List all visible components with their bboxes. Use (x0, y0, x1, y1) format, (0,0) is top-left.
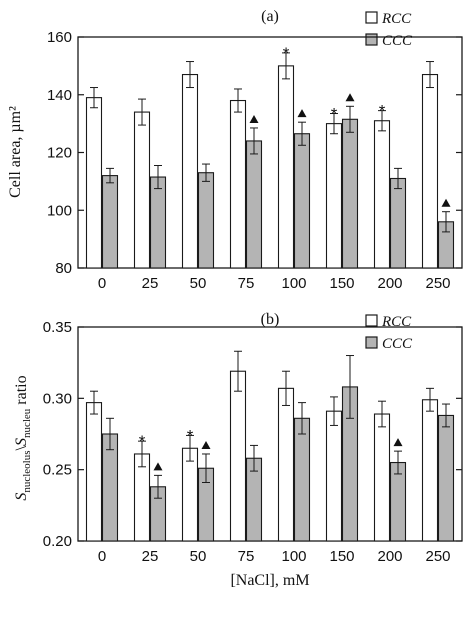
x-axis-label: [NaCl], mM (230, 572, 309, 589)
plot-frame-b (77, 326, 463, 542)
legend-a-rcc-label: RCC (381, 11, 412, 27)
y-tick-label-b: 0.20 (43, 533, 72, 550)
y-tick-label-a: 80 (55, 260, 72, 277)
legend-a-ccc-label: CCC (382, 33, 413, 49)
x-tick-label-b: 25 (142, 548, 159, 565)
ylabel-b-s2: S (13, 438, 30, 446)
bar-b-rcc (421, 399, 439, 542)
bar-a-ccc (245, 140, 263, 269)
y-tick-label-a: 160 (47, 29, 72, 46)
chart-panel-a: (a) Cell area, µm² RCC CCC 80 100 120 140 16… (7, 8, 463, 292)
bar-b-rcc (181, 447, 199, 542)
y-tick-label-b: 0.25 (43, 462, 72, 479)
significance-triangle-a (441, 198, 451, 207)
y-tick-label-b: 0.35 (43, 319, 72, 336)
bar-b-rcc (229, 370, 247, 542)
bar-b-rcc (325, 410, 343, 542)
significance-star-a: * (379, 102, 386, 121)
bar-b-rcc (277, 387, 295, 542)
significance-star-a: * (331, 105, 338, 124)
x-tick-label-b: 250 (425, 548, 450, 565)
bar-a-ccc (101, 175, 119, 269)
bar-a-rcc (373, 120, 391, 269)
x-tick-label-b: 75 (238, 548, 255, 565)
bar-a-rcc (277, 65, 295, 269)
bar-a-rcc (325, 123, 343, 269)
panel-b-legend: RCC CCC (365, 314, 413, 352)
panel-b-title: (b) (261, 311, 280, 328)
legend-b-ccc-swatch (365, 336, 378, 349)
ylabel-b-sep: \ (13, 445, 30, 450)
x-tick-label-a: 150 (329, 275, 354, 292)
legend-a-ccc-swatch (365, 33, 378, 46)
x-tick-label-a: 200 (377, 275, 402, 292)
significance-triangle-b (393, 438, 403, 447)
legend-b-ccc-label: CCC (382, 336, 413, 352)
significance-star-a: * (283, 44, 290, 63)
bar-a-rcc (85, 97, 103, 269)
bar-a-rcc (421, 73, 439, 269)
panel-a-title: (a) (261, 8, 279, 25)
x-tick-label-b: 200 (377, 548, 402, 565)
legend-b-rcc-label: RCC (381, 314, 412, 330)
bar-a-rcc (133, 111, 151, 269)
ylabel-b-tail: ratio (13, 375, 30, 408)
x-tick-label-b: 150 (329, 548, 354, 565)
x-tick-label-a: 250 (425, 275, 450, 292)
ylabel-b-s1: S (13, 493, 30, 501)
legend-b-rcc-swatch (365, 314, 378, 327)
bar-a-ccc (293, 133, 311, 269)
x-tick-label-b: 0 (98, 548, 106, 565)
significance-star-b: * (139, 432, 146, 451)
bar-a-ccc (341, 118, 359, 269)
y-tick-label-a: 140 (47, 87, 72, 104)
panel-a-ylabel: Cell area, µm² (7, 106, 24, 198)
y-tick-label-a: 120 (47, 145, 72, 162)
significance-triangle-a (345, 93, 355, 102)
bar-b-ccc (437, 414, 455, 542)
bar-a-rcc (181, 73, 199, 269)
significance-triangle-a (297, 109, 307, 118)
bar-a-ccc (197, 172, 215, 269)
panel-b-plot: 0.20 0.25 0.30 0.35 0 25 50 75 100 150 200 250 * * (43, 319, 463, 565)
x-tick-label-a: 50 (190, 275, 207, 292)
x-tick-label-a: 0 (98, 275, 106, 292)
significance-triangle-b (201, 440, 211, 449)
ylabel-b-sub2: nucleu (21, 408, 33, 438)
x-tick-label-a: 75 (238, 275, 255, 292)
bar-b-ccc (293, 417, 311, 542)
y-tick-label-b: 0.30 (43, 390, 72, 407)
significance-triangle-a (249, 114, 259, 123)
bar-b-rcc (85, 402, 103, 542)
panel-a-plot: 80 100 120 140 160 0 25 50 75 100 150 200 250 * * * (47, 29, 463, 292)
x-tick-label-a: 25 (142, 275, 159, 292)
x-tick-label-a: 100 (281, 275, 306, 292)
legend-a-rcc-swatch (365, 11, 378, 24)
bar-a-ccc (149, 176, 167, 269)
significance-star-b: * (187, 426, 194, 445)
significance-triangle-b (153, 462, 163, 471)
bar-a-ccc (389, 177, 407, 269)
bar-a-rcc (229, 99, 247, 269)
panel-a-legend: RCC CCC (365, 11, 413, 49)
ylabel-b-sub1: nucleolus (21, 450, 33, 492)
x-tick-label-b: 50 (190, 548, 207, 565)
x-tick-label-b: 100 (281, 548, 306, 565)
panel-b-ylabel: Snucleolus\Snucleu ratio (13, 375, 33, 500)
y-tick-label-a: 100 (47, 202, 72, 219)
bar-b-rcc (373, 413, 391, 542)
chart-panel-b: (b) Snucleolus\Snucleu ratio RCC CCC 0.2… (13, 311, 463, 565)
